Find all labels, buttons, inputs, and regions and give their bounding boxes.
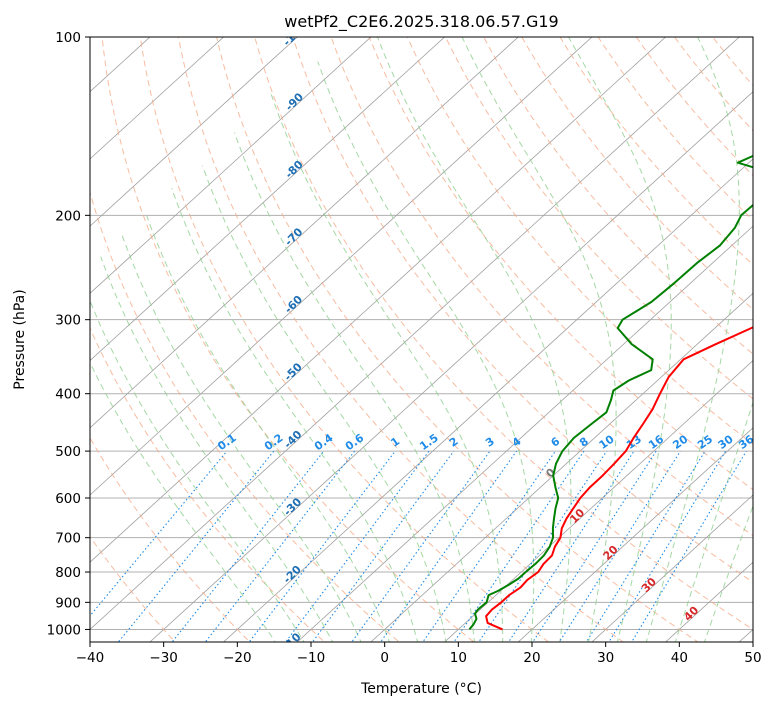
y-tick-label: 900: [55, 595, 81, 611]
mixing-ratio-line: [478, 450, 608, 642]
isotherm-line: [90, 37, 372, 294]
y-tick-label: 300: [55, 313, 81, 329]
isotherm-line: [370, 292, 753, 642]
x-axis-title: Temperature (°C): [360, 681, 482, 697]
isotherm-line: [149, 91, 753, 642]
moist-adiabat-line: [645, 37, 740, 642]
isotherm-line: [296, 225, 753, 642]
mixing-ratio-line: [631, 450, 747, 642]
mixing-ratio-line: [204, 450, 356, 642]
moist-adiabat-line: [90, 299, 305, 642]
mixing-ratio-line: [532, 450, 657, 642]
dry-adiabat-label: -10: [280, 630, 303, 653]
x-tick-label: −20: [223, 650, 252, 666]
moist-adiabat-line: [461, 37, 617, 642]
x-tick-label: 0: [380, 650, 389, 666]
dry-adiabat-line: [177, 37, 625, 642]
x-axis: −40 −30 −20 −10 0 10 20 30 40 50: [76, 642, 762, 666]
moist-adiabat-line: [674, 400, 753, 642]
dry-adiabat-line: [368, 37, 753, 491]
moist-adiabats: [90, 37, 753, 642]
mixing-ratio-line: [507, 450, 635, 642]
moist-adiabat-line: [90, 361, 276, 642]
dry-adiabat-line: [139, 37, 550, 642]
y-tick-label: 100: [55, 30, 81, 46]
mixing-ratio-line: [248, 450, 396, 642]
x-tick-label: 20: [523, 650, 540, 666]
chart-title: wetPf2_C2E6.2025.318.06.57.G19: [284, 12, 558, 32]
dry-adiabat-line: [90, 327, 326, 642]
y-axis-title: Pressure (hPa): [12, 289, 28, 389]
isotherm-line: [90, 37, 593, 496]
dry-adiabat-line: [254, 37, 753, 630]
dry-adiabat-line: [101, 37, 475, 642]
moist-adiabat-line: [202, 165, 447, 642]
isotherm-line: [517, 427, 753, 642]
y-axis: 1000 900 800 700 600 500 400 300 200 100: [47, 30, 90, 638]
moist-adiabat-line: [100, 256, 334, 642]
moist-adiabat-line: [234, 132, 475, 642]
dry-adiabat-line: [90, 190, 400, 642]
mixing-ratio-lines: [90, 450, 747, 642]
y-tick-label: 200: [55, 208, 81, 224]
x-tick-label: 30: [597, 650, 614, 666]
y-tick-label: 800: [55, 565, 81, 581]
dry-adiabat-line: [406, 37, 753, 445]
plot-area: 0.10.20.40.611.52346810131620253036-100-…: [90, 20, 756, 653]
dry-adiabat-line: [216, 37, 699, 642]
y-tick-label: 1000: [47, 622, 81, 638]
moist-adiabat-line: [121, 233, 362, 642]
y-tick-label: 400: [55, 387, 81, 403]
dry-adiabat-line: [292, 37, 753, 583]
moist-adiabat-line: [171, 188, 419, 642]
moist-adiabat-line: [270, 94, 504, 642]
plot-frame: [89, 36, 754, 643]
isotherm-line: [90, 37, 446, 362]
mixing-ratio-line: [379, 450, 518, 642]
mixing-ratio-label: 36: [736, 432, 756, 452]
y-tick-label: 500: [55, 444, 81, 460]
dry-adiabat-label: -100: [280, 20, 309, 49]
x-tick-label: 50: [744, 650, 761, 666]
isotherm-line: [90, 37, 740, 630]
isotherm-line: [90, 37, 225, 160]
isotherm-line: [90, 37, 519, 429]
dewpoint-profile: [468, 154, 753, 631]
y-tick-label: 700: [55, 531, 81, 547]
profile-series: [468, 154, 753, 631]
isotherm-line: [90, 37, 298, 227]
mixing-ratio-line: [351, 450, 491, 642]
moist-adiabat-line: [317, 61, 535, 642]
temperature-profile: [485, 326, 753, 631]
mixing-ratio-line: [558, 450, 681, 642]
isotherm-line: [591, 494, 753, 642]
plot-background: [90, 37, 753, 642]
x-tick-label: −10: [297, 650, 326, 666]
isotherm-line: [222, 158, 753, 642]
moist-adiabat-line: [703, 504, 753, 642]
x-tick-label: −40: [76, 650, 105, 666]
isotherm-line: [90, 37, 667, 563]
x-tick-label: −30: [149, 650, 178, 666]
moist-adiabat-line: [377, 37, 572, 642]
x-tick-label: 40: [671, 650, 688, 666]
x-tick-label: 10: [450, 650, 467, 666]
mixing-ratio-line: [453, 450, 585, 642]
y-tick-label: 600: [55, 491, 81, 507]
moist-adiabat-line: [146, 215, 390, 642]
mixing-ratio-line: [422, 450, 556, 642]
